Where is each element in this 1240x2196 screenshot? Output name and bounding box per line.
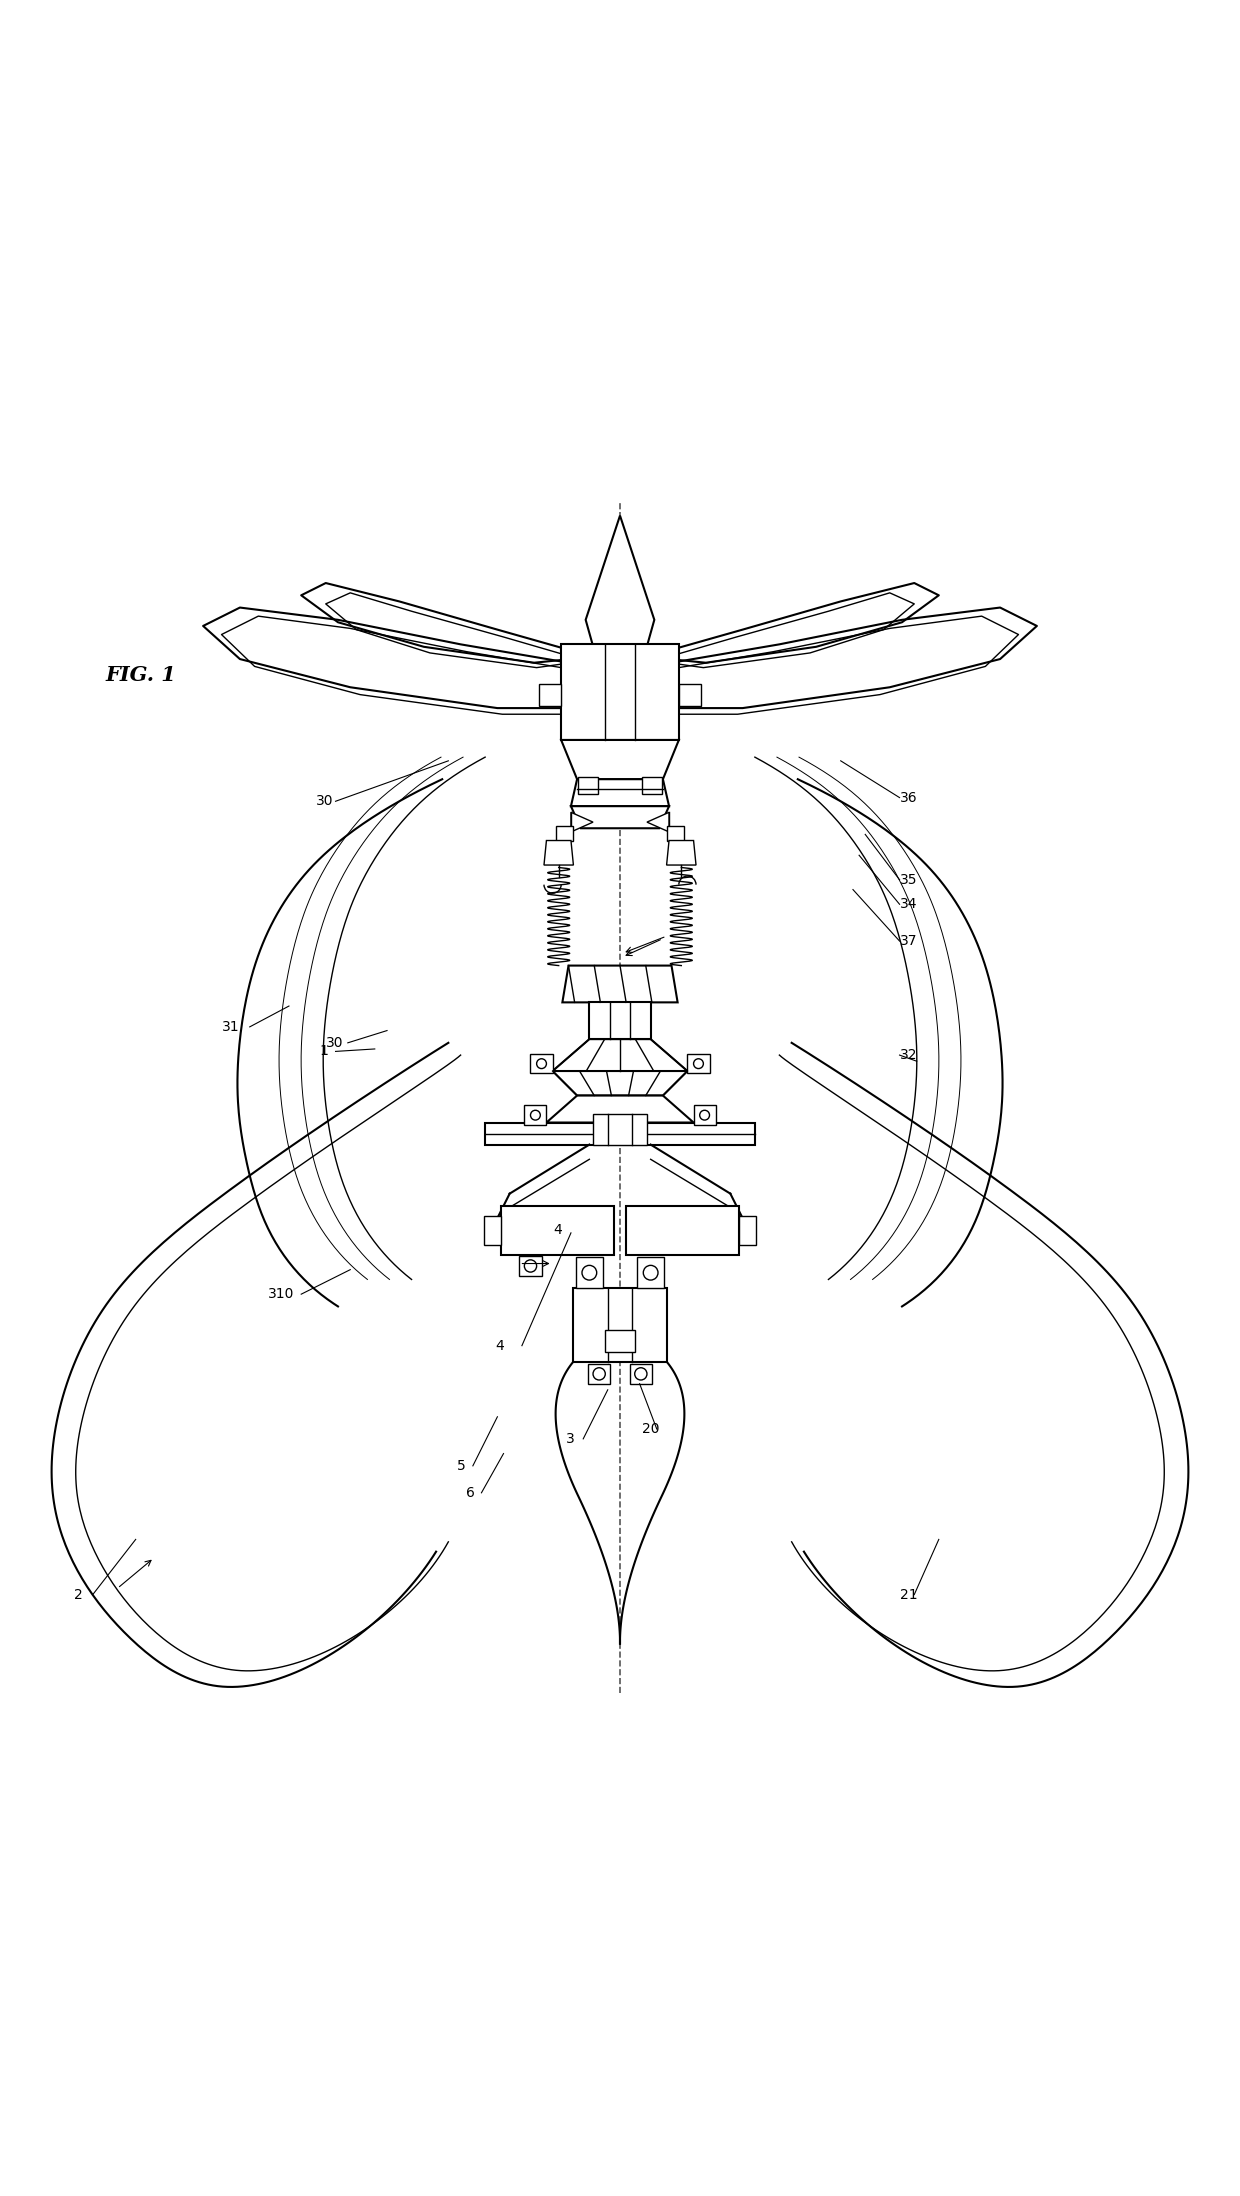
Bar [520,1256,542,1276]
Bar [501,1206,614,1254]
Bar [589,1001,651,1039]
Text: 4: 4 [553,1223,562,1236]
Text: 32: 32 [899,1047,918,1063]
Bar [531,1054,553,1074]
Polygon shape [667,841,696,865]
Bar [678,683,701,705]
Text: 20: 20 [642,1423,660,1436]
Text: 2: 2 [74,1588,83,1601]
Bar [485,1122,755,1144]
Polygon shape [553,1039,687,1072]
Polygon shape [553,1072,687,1096]
Bar [626,1206,739,1254]
Polygon shape [562,740,678,780]
Polygon shape [563,966,677,1001]
Bar [539,683,562,705]
Polygon shape [547,1096,693,1122]
Bar [557,826,573,841]
Bar [693,1105,715,1124]
Text: 6: 6 [465,1487,475,1500]
Text: 5: 5 [456,1458,466,1474]
Bar [562,643,678,740]
Text: 37: 37 [899,933,918,949]
Bar [605,1331,635,1353]
Text: 3: 3 [565,1432,575,1445]
Bar [630,1364,652,1383]
Text: 21: 21 [899,1588,918,1601]
Polygon shape [570,780,670,806]
Text: 30: 30 [326,1037,343,1050]
Text: 4: 4 [495,1340,503,1353]
Bar [525,1105,547,1124]
Bar [578,777,598,795]
Text: 35: 35 [899,872,918,887]
Bar [573,1289,667,1362]
Bar [687,1054,709,1074]
Polygon shape [570,806,670,828]
Bar [739,1217,756,1245]
Bar [642,777,662,795]
Bar [593,1113,647,1144]
Polygon shape [570,813,593,832]
Text: FIG. 1: FIG. 1 [105,665,176,685]
Text: 31: 31 [222,1019,239,1034]
Text: 310: 310 [268,1287,294,1302]
Bar [575,1258,603,1289]
Text: 36: 36 [899,791,918,804]
Text: 30: 30 [316,795,334,808]
Polygon shape [544,841,573,865]
Text: 34: 34 [899,898,918,911]
Bar [588,1364,610,1383]
Polygon shape [647,813,670,832]
Polygon shape [585,516,655,643]
Bar [667,826,683,841]
Bar [484,1217,501,1245]
Text: 1: 1 [320,1045,329,1058]
Bar [637,1258,665,1289]
